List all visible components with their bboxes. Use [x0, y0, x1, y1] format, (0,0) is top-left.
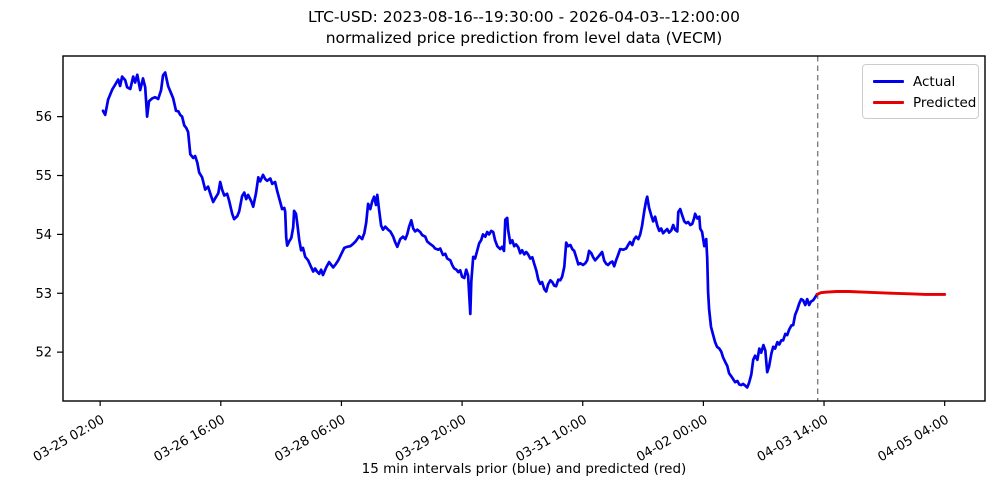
legend-label-actual: Actual [913, 73, 956, 90]
chart-title-line2: normalized price prediction from level d… [325, 29, 723, 47]
x-tick-label: 04-05 04:00 [875, 412, 951, 465]
actual-line [101, 71, 819, 389]
x-tick-label: 03-29 20:00 [393, 412, 469, 465]
predicted-line [815, 290, 947, 296]
axes-frame [62, 55, 986, 402]
legend-item-predicted: Predicted [873, 92, 976, 113]
y-tick-label: 54 [35, 228, 52, 243]
actual-line-sample [873, 80, 904, 83]
y-tick-label: 52 [35, 346, 52, 361]
y-tick-label: 53 [35, 287, 52, 302]
legend: Actual Predicted [862, 64, 979, 119]
y-tick-label: 55 [35, 169, 52, 184]
x-tick-label: 03-26 16:00 [152, 412, 228, 465]
legend-label-predicted: Predicted [913, 94, 977, 111]
chart-title: LTC-USD: 2023-08-16--19:30:00 - 2026-04-… [63, 7, 985, 49]
x-tick-label: 03-25 02:00 [31, 412, 107, 465]
legend-item-actual: Actual [873, 71, 968, 92]
x-tick-label: 04-03 14:00 [755, 412, 831, 465]
x-tick-label: 04-02 00:00 [634, 412, 710, 465]
x-axis-label: 15 min intervals prior (blue) and predic… [361, 461, 687, 477]
x-tick-label: 03-28 06:00 [272, 412, 348, 465]
x-tick-label: 03-31 10:00 [513, 412, 589, 465]
y-tick-label: 56 [35, 110, 52, 125]
predicted-line-sample [873, 101, 904, 104]
chart-title-line1: LTC-USD: 2023-08-16--19:30:00 - 2026-04-… [308, 8, 740, 26]
